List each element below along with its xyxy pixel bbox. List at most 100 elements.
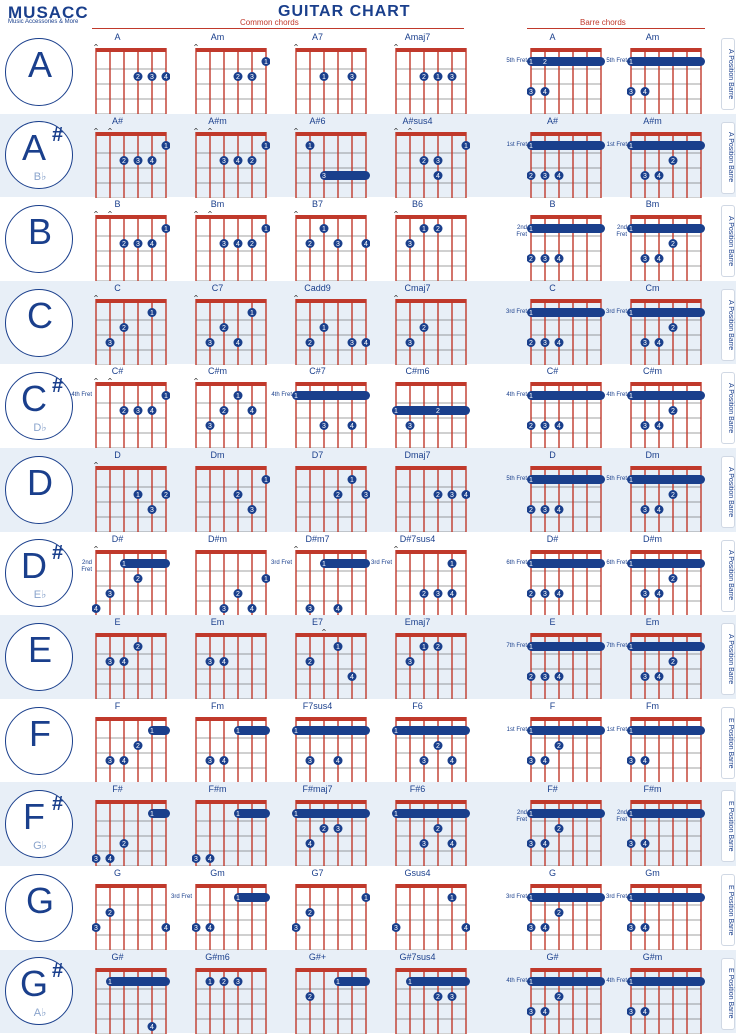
- nut: [196, 633, 266, 638]
- fretboard-svg: × 1 2 3 4: [294, 211, 370, 282]
- svg-text:3: 3: [436, 591, 440, 598]
- barre-bar: 1: [627, 725, 705, 735]
- svg-text:4: 4: [108, 856, 112, 863]
- chord-name: A#m: [208, 115, 227, 126]
- finger-dot: 3: [405, 239, 415, 249]
- svg-text:2: 2: [222, 979, 226, 986]
- svg-text:2: 2: [136, 74, 140, 81]
- svg-text:1: 1: [322, 561, 326, 568]
- finger-dot: 2: [554, 908, 564, 917]
- chord-name: G#m6: [205, 951, 230, 962]
- common-chord: D#m7 3rd Fret 1 × 3 4: [270, 534, 370, 616]
- common-chord: B × × 1 2 3 4: [70, 199, 170, 282]
- finger-dot: 3: [347, 337, 357, 347]
- svg-text:1: 1: [629, 477, 633, 484]
- mute-mark: ×: [294, 211, 299, 216]
- svg-text:2: 2: [529, 173, 533, 180]
- svg-text:2: 2: [436, 644, 440, 651]
- finger-dot: 1: [447, 893, 457, 902]
- common-chord: G# 1 4: [70, 952, 170, 1034]
- svg-text:3: 3: [422, 758, 426, 765]
- svg-text:2: 2: [557, 826, 561, 833]
- finger-dot: 3: [527, 923, 536, 932]
- finger-dot: 3: [419, 755, 429, 765]
- nut: [531, 633, 601, 638]
- svg-text:2: 2: [671, 576, 675, 583]
- fretboard: 1 2 3 4: [627, 546, 705, 616]
- fret-label: 3rd Fret: [505, 308, 527, 315]
- finger-dot: 1: [261, 140, 270, 150]
- common-chord: G#7sus4 1 2 3: [370, 952, 470, 1034]
- barre-bar: 1: [527, 725, 605, 735]
- finger-dot: 4: [540, 1006, 550, 1016]
- svg-text:3: 3: [208, 758, 212, 765]
- finger-dot: 3: [433, 155, 443, 165]
- finger-dot: 1: [147, 307, 157, 317]
- barre-bar: 1: [148, 725, 170, 735]
- barre-position-tab: E Position Barre: [721, 957, 735, 1030]
- barre-chord: E 7th Fret 1 2 3 4: [505, 617, 605, 700]
- finger-dot: 4: [554, 421, 564, 431]
- finger-dot: 2: [668, 657, 678, 667]
- svg-text:3: 3: [250, 74, 254, 81]
- chord-name: B: [114, 199, 121, 210]
- sharp-sign: #: [52, 124, 64, 147]
- chord-name: F#m: [643, 784, 662, 795]
- svg-text:2: 2: [136, 644, 140, 651]
- barre-chords-rule: [527, 28, 705, 29]
- finger-dot: 2: [119, 155, 129, 165]
- svg-text:3: 3: [308, 606, 312, 613]
- fretboard-svg: 3 × 1: [294, 128, 370, 198]
- svg-text:4: 4: [657, 256, 661, 263]
- fretboard: 1 3 4: [627, 713, 705, 783]
- fretboard-svg: 1 2 3 4: [95, 716, 170, 783]
- common-chord: F#m 1 3 4: [170, 784, 270, 867]
- svg-text:1: 1: [308, 143, 312, 150]
- svg-text:1: 1: [150, 310, 154, 317]
- chord-row: D # E♭ D# 2nd Fret 1 × 2 3 4 D#m 1 2 3 4 D#m7 3rd Fret 1 ×…: [0, 532, 736, 616]
- finger-dot: 1: [161, 391, 170, 400]
- finger-dot: 2: [527, 505, 536, 514]
- nut: [96, 800, 166, 805]
- finger-dot: 4: [654, 421, 664, 431]
- common-chord: F 1 2 3 4: [70, 701, 170, 783]
- svg-text:4: 4: [450, 758, 454, 765]
- finger-dot: 4: [461, 490, 470, 499]
- svg-text:3: 3: [629, 758, 633, 765]
- fretboard-svg: 1 2 3 4: [527, 215, 605, 282]
- svg-text:2: 2: [436, 226, 440, 233]
- svg-text:4: 4: [222, 659, 226, 666]
- nut: [531, 298, 601, 303]
- finger-dot: 3: [333, 824, 343, 834]
- nut: [396, 800, 466, 805]
- barre-bar: 1: [320, 558, 370, 568]
- svg-text:2: 2: [222, 408, 226, 415]
- svg-text:4: 4: [308, 841, 312, 848]
- fretboard: 2 3 4: [92, 629, 170, 700]
- nut: [631, 633, 701, 638]
- finger-dot: 2: [554, 991, 564, 1001]
- fretboard-svg: 14: [95, 967, 170, 1034]
- finger-dot: 3: [640, 505, 650, 514]
- common-chord: Dmaj7 2 3 4: [370, 450, 470, 532]
- svg-text:1: 1: [322, 226, 326, 233]
- svg-text:3: 3: [250, 507, 254, 514]
- fret-label: 2nd Fret: [81, 559, 92, 573]
- chord-name: F#6: [409, 784, 426, 795]
- svg-text:3: 3: [136, 241, 140, 248]
- svg-text:3: 3: [643, 340, 647, 347]
- svg-text:3: 3: [94, 925, 98, 932]
- svg-text:3: 3: [422, 841, 426, 848]
- svg-text:1: 1: [529, 59, 533, 66]
- root-letter: D: [21, 545, 47, 587]
- finger-dot: 3: [640, 254, 650, 264]
- fretboard-svg: 1 2 3: [395, 633, 467, 700]
- fretboard-svg: 1 2 3 4: [627, 215, 705, 282]
- svg-text:4: 4: [336, 758, 340, 765]
- fretboard: × 1 2 3 4: [392, 546, 470, 616]
- common-chord: D × 1 2 3: [70, 450, 170, 532]
- common-chord: A#m × × 1 2 3 4: [170, 115, 270, 198]
- finger-dot: 3: [640, 170, 650, 180]
- nut: [396, 298, 466, 303]
